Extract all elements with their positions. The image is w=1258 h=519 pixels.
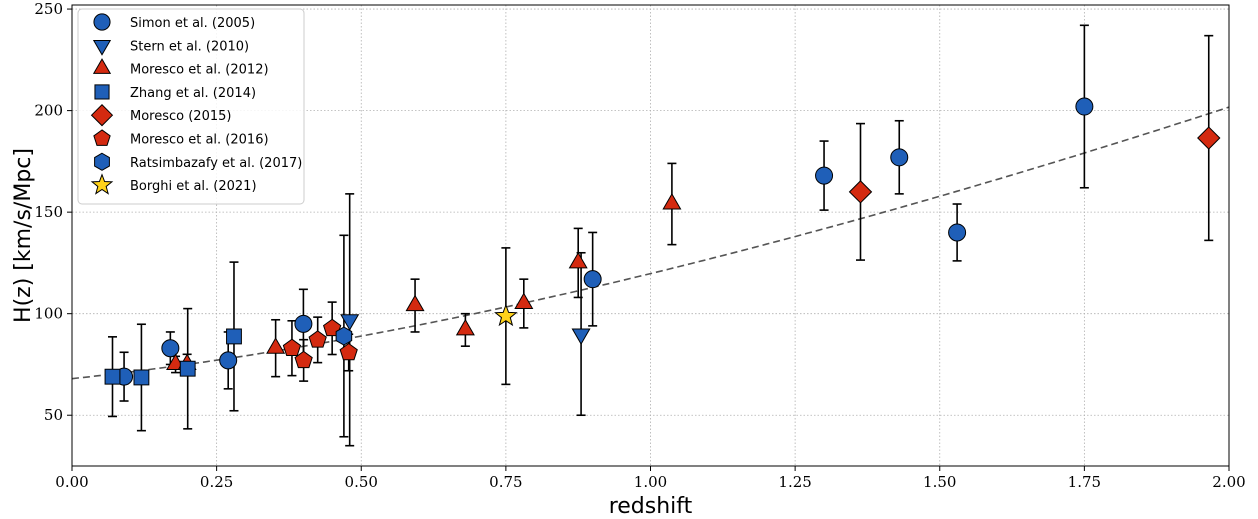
data-point-moresco-2015 <box>1197 126 1221 150</box>
legend-label: Zhang et al. (2014) <box>130 86 256 101</box>
legend: Simon et al. (2005) Stern et al. (2010) Mo… <box>77 8 305 205</box>
y-axis-label: H(z) [km/s/Mpc] <box>11 148 36 323</box>
x-tick-label: 1.75 <box>1068 473 1101 491</box>
legend-label: Stern et al. (2010) <box>130 39 249 54</box>
data-point-moresco-et-al-2012 <box>662 193 682 210</box>
x-tick-label: 0.75 <box>489 473 522 491</box>
data-point-zhang-et-al-2014 <box>104 368 121 385</box>
model-curve-line <box>71 106 1230 380</box>
data-point-borghi-et-al-2021 <box>494 303 518 327</box>
legend-label: Ratsimbazafy et al. (2017) <box>130 156 302 171</box>
legend-item: Moresco et al. (2012) <box>92 58 269 78</box>
x-tick-label: 0.25 <box>200 473 233 491</box>
y-tick-label: 50 <box>44 406 63 424</box>
legend-marker <box>92 40 112 56</box>
x-axis-label: redshift <box>609 494 693 519</box>
legend-label: Moresco et al. (2012) <box>130 63 269 78</box>
data-point-moresco-et-al-2012 <box>266 337 286 354</box>
legend-item: Borghi et al. (2021) <box>90 173 257 195</box>
legend-marker <box>94 152 110 171</box>
data-point-simon-et-al-2005 <box>815 166 834 185</box>
legend-label: Moresco (2015) <box>130 109 231 124</box>
data-point-zhang-et-al-2014 <box>179 360 196 377</box>
legend-item: Simon et al. (2005) <box>93 13 255 31</box>
data-point-simon-et-al-2005 <box>890 148 909 167</box>
legend-marker <box>90 104 114 127</box>
legend-label: Moresco et al. (2016) <box>130 133 269 148</box>
x-tick-label: 0.00 <box>55 473 88 491</box>
legend-item: Stern et al. (2010) <box>92 39 249 56</box>
data-point-moresco-et-al-2012 <box>455 318 475 336</box>
data-point-simon-et-al-2005 <box>294 314 313 333</box>
data-points <box>104 97 1221 386</box>
data-point-moresco-et-al-2016 <box>282 338 302 356</box>
data-point-moresco-et-al-2016 <box>308 330 327 348</box>
data-point-moresco-et-al-2016 <box>294 350 313 369</box>
data-point-simon-et-al-2005 <box>219 351 238 370</box>
legend-box <box>77 8 305 205</box>
data-point-simon-et-al-2005 <box>948 223 967 242</box>
model-curve <box>71 106 1230 380</box>
x-tick-label: 1.25 <box>778 473 811 491</box>
legend-marker <box>93 129 111 146</box>
legend-label: Simon et al. (2005) <box>130 16 255 31</box>
legend-marker <box>92 58 112 74</box>
data-point-moresco-2015 <box>848 180 873 204</box>
data-point-zhang-et-al-2014 <box>226 328 242 345</box>
legend-marker <box>93 13 111 31</box>
legend-item: Ratsimbazafy et al. (2017) <box>94 152 302 171</box>
data-point-moresco-et-al-2012 <box>568 251 588 269</box>
legend-item: Moresco et al. (2016) <box>93 129 269 148</box>
data-point-simon-et-al-2005 <box>583 270 602 289</box>
data-point-stern-et-al-2010 <box>340 314 360 331</box>
data-point-moresco-et-al-2016 <box>339 342 358 361</box>
legend-item: Zhang et al. (2014) <box>94 84 256 101</box>
data-point-zhang-et-al-2014 <box>133 369 150 386</box>
legend-label: Borghi et al. (2021) <box>130 179 257 194</box>
data-point-moresco-et-al-2012 <box>405 294 425 312</box>
y-tick-label: 100 <box>34 305 63 323</box>
data-point-simon-et-al-2005 <box>1075 97 1094 116</box>
y-tick-label: 200 <box>34 102 63 120</box>
y-tick-label: 150 <box>34 203 63 221</box>
x-tick-label: 0.50 <box>345 473 378 491</box>
data-point-ratsimbazafy-et-al-2017 <box>335 326 353 346</box>
axis-ticks: 0.00 0.25 0.50 0.75 1.00 1.25 1.50 1.75 2.00 50 10… <box>34 0 1245 491</box>
x-tick-label: 2.00 <box>1212 473 1245 491</box>
data-point-simon-et-al-2005 <box>161 339 180 358</box>
legend-marker <box>94 84 110 100</box>
legend-item: Moresco (2015) <box>90 104 231 127</box>
data-point-stern-et-al-2010 <box>571 328 591 345</box>
x-tick-label: 1.50 <box>923 473 956 491</box>
legend-marker <box>90 173 114 195</box>
data-point-moresco-et-al-2012 <box>514 292 534 310</box>
x-tick-label: 1.00 <box>634 473 667 491</box>
y-tick-label: 250 <box>34 0 63 18</box>
